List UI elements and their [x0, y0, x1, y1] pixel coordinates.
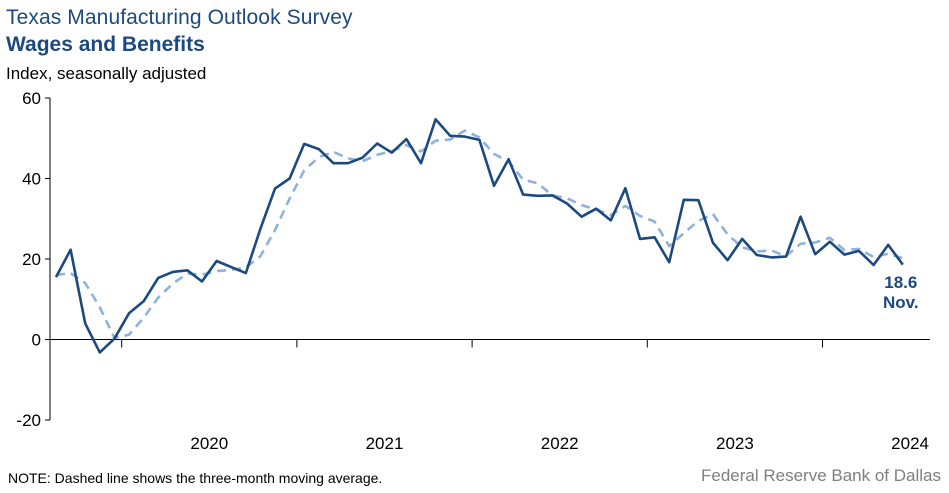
x-tick-label: 2021: [366, 434, 404, 453]
y-tick-label: 40: [22, 170, 41, 189]
source-credit: Federal Reserve Bank of Dallas: [700, 466, 941, 485]
series-line: [54, 118, 904, 354]
series-layer: [54, 118, 904, 354]
x-tick-label: 2024: [891, 434, 929, 453]
x-tick-label: 2023: [716, 434, 754, 453]
y-tick-label: 60: [22, 89, 41, 108]
chart-subtitle: Wages and Benefits: [6, 33, 205, 56]
x-axis-ticks: 2020 2021 2022 2023 2024: [121, 339, 929, 453]
y-axis-units: Index, seasonally adjusted: [6, 64, 207, 83]
y-tick-label: -20: [16, 411, 41, 430]
y-tick-label: 20: [22, 250, 41, 269]
moving-average-line: [55, 129, 904, 340]
chart-axes: [49, 98, 930, 420]
last-value-label: 18.6: [884, 273, 917, 292]
x-tick-label: 2022: [541, 434, 579, 453]
chart-title: Texas Manufacturing Outlook Survey: [6, 6, 353, 29]
y-axis-ticks: -20 0 20 40 60: [16, 89, 50, 430]
x-tick-label: 2020: [190, 434, 228, 453]
footnote: NOTE: Dashed line shows the three-month …: [8, 470, 383, 486]
y-tick-label: 0: [32, 331, 41, 350]
last-period-label: Nov.: [883, 293, 919, 312]
